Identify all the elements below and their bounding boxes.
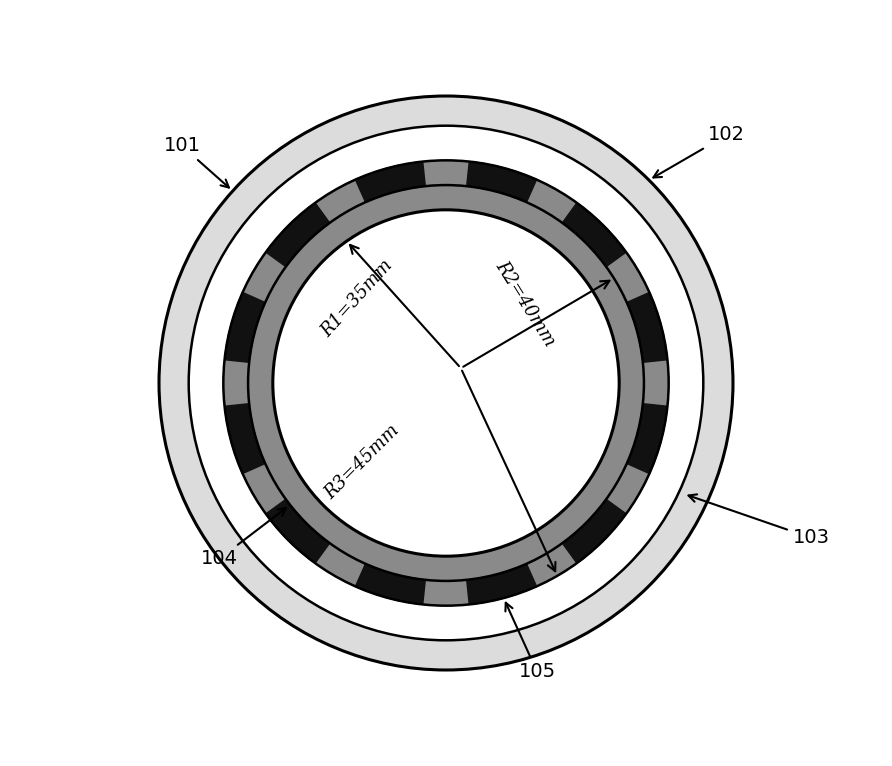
Text: 105: 105	[506, 603, 556, 681]
Wedge shape	[266, 499, 330, 563]
Wedge shape	[266, 203, 330, 267]
Wedge shape	[562, 499, 626, 563]
Text: 104: 104	[201, 508, 286, 568]
Circle shape	[223, 160, 669, 606]
Circle shape	[273, 210, 619, 556]
Circle shape	[189, 126, 703, 640]
Text: 101: 101	[163, 136, 229, 188]
Text: R2=40mm: R2=40mm	[491, 258, 558, 350]
Wedge shape	[627, 404, 667, 473]
Wedge shape	[467, 564, 537, 604]
Wedge shape	[467, 162, 537, 202]
Circle shape	[159, 96, 733, 670]
Wedge shape	[225, 404, 265, 473]
Text: R3=45mm: R3=45mm	[321, 421, 402, 503]
Wedge shape	[627, 293, 667, 362]
Wedge shape	[355, 162, 425, 202]
Wedge shape	[562, 203, 626, 267]
Text: R1=35mm: R1=35mm	[318, 257, 396, 341]
Wedge shape	[355, 564, 425, 604]
Text: 102: 102	[653, 126, 746, 178]
Text: 103: 103	[689, 494, 830, 548]
Wedge shape	[225, 293, 265, 362]
